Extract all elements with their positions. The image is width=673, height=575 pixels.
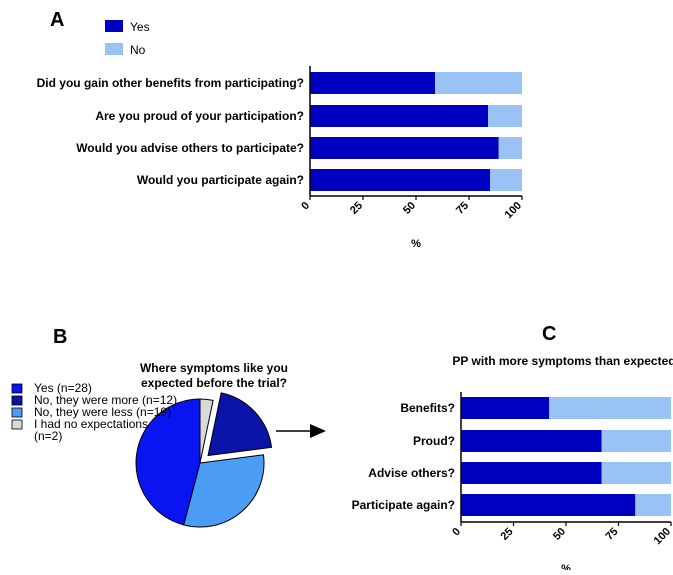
panel-c-bar-3-yes [461,494,636,516]
panel-letter-c: C [542,323,556,345]
pie-legend-label-0: Yes (n=28) [34,381,92,395]
panel-a-x-tick-label: 25 [348,200,365,217]
panel-c-bar-chart: Benefits? Proud? Advise others? Participate… [352,392,673,575]
legend-yes-label: Yes [130,20,150,34]
panel-c-bar-1-yes [461,430,602,452]
panel-a-bar-0-no [435,72,522,94]
panel-a-bar-0-yes [310,72,436,94]
panel-a-category-label: Are you proud of your participation? [95,109,304,123]
panel-a-bar-chart: Did you gain other benefits from partici… [37,66,524,250]
panel-a-x-tick-label: 100 [503,200,524,221]
pie-legend-label-3: (n=2) [34,429,62,443]
panel-c-title: PP with more symptoms than expected: [452,354,673,368]
panel-c-x-axis-label: % [561,563,571,570]
legend-yes-swatch [105,20,123,32]
panel-a-bar-1-no [488,105,522,127]
panel-c-category-label: Benefits? [400,401,455,415]
panel-c-x-tick-label: 50 [551,526,568,543]
pie-slice-0 [135,398,201,526]
panel-b-pie-chart: Yes (n=28)No, they were more (n=12)No, t… [11,381,273,528]
panel-letter-a: A [50,9,64,31]
panel-c-bar-0-yes [461,397,550,419]
panel-c-x-tick-label: 100 [652,526,673,547]
legend-no-label: No [130,43,146,57]
pie-legend-label-1: No, they were more (n=12) [34,393,177,407]
panel-c-bar-1-no [601,430,671,452]
panel-c-x-tick-label: 25 [498,526,515,543]
panel-a-category-label: Would you participate again? [137,173,304,187]
pie-legend-swatch-0 [11,383,23,394]
pie-legend-swatch-3 [11,419,23,430]
panel-a-bar-2-yes [310,137,499,159]
panel-c-bar-0-no [549,397,671,419]
pie-title-line-1: Where symptoms like you [140,361,288,375]
panel-c-bar-2-yes [461,462,602,484]
panel-a-x-tick-label: 0 [299,200,312,213]
pie-slice-1 [207,392,273,457]
panel-c-x-tick-label: 75 [603,526,620,543]
panel-a-category-label: Would you advise others to participate? [76,141,304,155]
panel-c-category-label: Proud? [413,434,455,448]
pie-title-line-2: expected before the trial? [141,376,287,390]
pie-legend-swatch-2 [11,407,23,418]
panel-a-x-tick-label: 50 [401,200,418,217]
panel-c-category-label: Participate again? [352,498,455,512]
pie-legend-label-3: I had no expectations [34,417,148,431]
panel-a-x-tick-label: 75 [454,200,471,217]
panel-c-category-label: Advise others? [368,466,455,480]
panel-c-x-tick-label: 0 [450,526,463,539]
panel-c-bar-3-no [635,494,671,516]
panel-a-category-label: Did you gain other benefits from partici… [37,76,304,90]
panel-c-bar-2-no [601,462,671,484]
pie-legend-swatch-1 [11,395,23,406]
panel-letter-b: B [53,326,67,348]
arrow-icon [310,424,326,438]
panel-a-x-axis-label: % [411,238,421,250]
panel-a-bar-1-yes [310,105,489,127]
legend-no-swatch [105,43,123,55]
panel-a-bar-3-no [490,169,522,191]
pie-legend-label-2: No, they were less (n=19) [34,405,171,419]
panel-a-bar-3-yes [310,169,491,191]
pie-slice-2 [183,454,265,528]
panel-a-bar-2-no [498,137,522,159]
